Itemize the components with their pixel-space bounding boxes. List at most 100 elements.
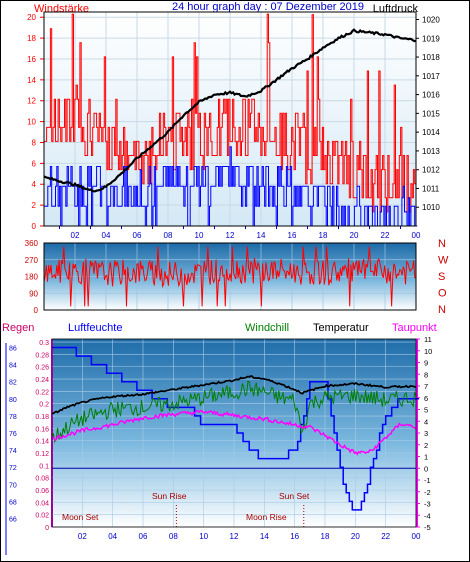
- humidity-tick-label: 70: [9, 482, 17, 489]
- mid-left-tick-label: 270: [25, 256, 39, 265]
- top-x-tick-label: 18: [319, 231, 328, 240]
- top-left-tick-label: 18: [27, 34, 36, 43]
- top-x-tick-label: 14: [257, 231, 266, 240]
- bottom-x-tick-label: 12: [230, 532, 239, 541]
- rain-tick-label: 0.22: [35, 389, 49, 396]
- compass-label: W: [438, 255, 449, 267]
- compass-label: S: [438, 271, 445, 283]
- rain-tick-label: 0.28: [35, 352, 49, 359]
- compass-label: O: [438, 288, 447, 300]
- compass-label: N: [438, 304, 446, 316]
- humidity-tick-label: 74: [9, 448, 17, 455]
- wind-gust-series: [44, 13, 418, 213]
- top-right-tick-label: 1020: [422, 16, 440, 25]
- humidity-tick-label: 82: [9, 380, 17, 387]
- chart-title: 24 hour graph day : 07 Dezember 2019: [172, 1, 364, 13]
- top-left-tick-label: 10: [27, 118, 36, 127]
- pressure-series: [43, 28, 417, 193]
- rain-tick-label: 0.14: [35, 439, 49, 446]
- regen-label: Regen: [2, 322, 34, 334]
- humidity-tick-label: 68: [9, 499, 17, 506]
- top-left-tick-label: 8: [32, 138, 37, 147]
- bottom-x-tick-label: 02: [78, 532, 87, 541]
- taupunkt-label: Taupunkt: [392, 322, 437, 334]
- top-right-tick-label: 1019: [422, 34, 440, 43]
- top-x-tick-label: 02: [71, 231, 80, 240]
- rain-tick-label: 0.1: [39, 463, 49, 470]
- rain-tick-label: 0.04: [35, 500, 49, 507]
- rain-tick-label: 0.16: [35, 426, 49, 433]
- rain-tick-label: 0.06: [35, 488, 49, 495]
- temp-tick-label: 11: [424, 335, 432, 344]
- top-x-tick-label: 20: [350, 231, 359, 240]
- top-left-tick-label: 6: [32, 159, 37, 168]
- bottom-x-tick-label: 04: [108, 532, 117, 541]
- humidity-tick-label: 76: [9, 431, 17, 438]
- temp-tick-label: 5: [424, 406, 428, 415]
- rain-tick-label: 0.08: [35, 476, 49, 483]
- bottom-x-tick-label: 18: [321, 532, 330, 541]
- temp-tick-label: -5: [424, 523, 431, 532]
- top-right-tick-label: 1015: [422, 109, 440, 118]
- bottom-x-tick-label: 20: [351, 532, 360, 541]
- top-x-tick-label: 10: [195, 231, 204, 240]
- humidity-tick-label: 84: [9, 363, 17, 370]
- top-right-tick-label: 1017: [422, 72, 440, 81]
- bottom-x-tick-label: 06: [139, 532, 148, 541]
- bottom-panel-border: [51, 338, 417, 528]
- mid-left-tick-label: 180: [25, 273, 39, 282]
- top-right-tick-label: 1014: [422, 128, 440, 137]
- top-x-tick-label: 16: [288, 231, 297, 240]
- rain-tick-label: 0.24: [35, 377, 49, 384]
- top-left-tick-label: 4: [32, 180, 37, 189]
- bottom-x-tick-label: 14: [260, 532, 269, 541]
- top-x-tick-label: 06: [133, 231, 142, 240]
- bottom-x-tick-label: 10: [199, 532, 208, 541]
- temp-tick-label: 1: [424, 453, 428, 462]
- bottom-x-tick-label: 08: [169, 532, 178, 541]
- moon-rise-label: Moon Rise: [246, 512, 287, 522]
- top-x-tick-label: 04: [102, 231, 111, 240]
- temp-tick-label: 0: [424, 464, 428, 473]
- temp-tick-label: -2: [424, 488, 431, 497]
- temp-tick-label: -3: [424, 500, 431, 509]
- humidity-tick-label: 80: [9, 397, 17, 404]
- top-right-tick-label: 1013: [422, 147, 440, 156]
- compass-label: N: [438, 238, 446, 250]
- humidity-tick-label: 66: [9, 516, 17, 523]
- bottom-x-tick-label: 22: [381, 532, 390, 541]
- sun-set-label: Sun Set: [279, 491, 310, 501]
- sun-rise-label: Sun Rise: [152, 491, 187, 501]
- rain-tick-label: 0.18: [35, 414, 49, 421]
- temp-tick-label: 8: [424, 370, 428, 379]
- rain-tick-label: 0.02: [35, 513, 49, 520]
- humidity-tick-label: 86: [9, 346, 17, 353]
- temp-tick-label: 10: [424, 347, 432, 356]
- temp-tick-label: 2: [424, 441, 428, 450]
- top-left-tick-label: 16: [27, 55, 36, 64]
- mid-left-tick-label: 90: [29, 289, 38, 298]
- rain-tick-label: 0.2: [39, 402, 49, 409]
- top-left-tick-label: 12: [27, 97, 36, 106]
- temp-tick-label: 9: [424, 359, 428, 368]
- temp-tick-label: 3: [424, 429, 428, 438]
- bottom-x-tick-label: 00: [412, 532, 421, 541]
- top-x-tick-label: 08: [164, 231, 173, 240]
- top-panel-border: [43, 11, 417, 227]
- top-right-tick-label: 1016: [422, 91, 440, 100]
- bottom-panel: 0.30.280.260.240.220.20.180.160.140.120.…: [5, 335, 432, 555]
- humidity-tick-label: 78: [9, 414, 17, 421]
- top-left-tick-label: 0: [32, 222, 37, 231]
- rain-tick-label: 0.3: [39, 340, 49, 347]
- top-x-tick-label: 00: [412, 231, 421, 240]
- top-x-tick-label: 22: [381, 231, 390, 240]
- rain-tick-label: 0: [45, 525, 49, 532]
- mid-left-tick-label: 0: [34, 306, 39, 315]
- top-right-tick-label: 1011: [422, 184, 440, 193]
- temp-tick-label: 4: [424, 417, 428, 426]
- temp-tick-label: 6: [424, 394, 428, 403]
- middle-panel-border: [43, 242, 417, 311]
